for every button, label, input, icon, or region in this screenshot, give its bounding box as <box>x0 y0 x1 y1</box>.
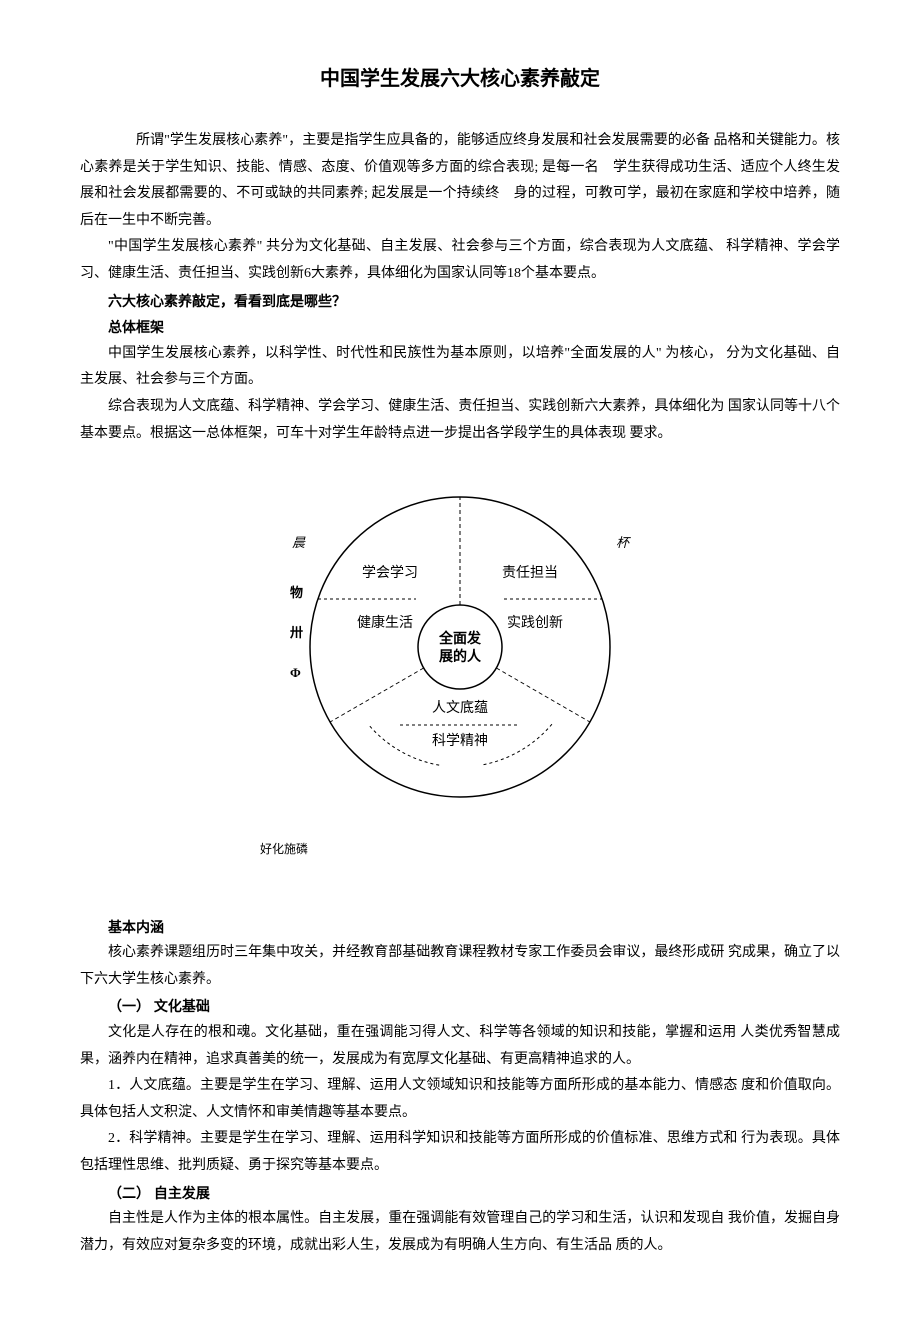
paragraph-s2-1: 自主性是人作为主体的根本属性。自主发展，重在强调能有效管理自己的学习和生活，认识… <box>80 1206 840 1259</box>
heading-framework: 总体框架 <box>80 314 840 341</box>
svg-text:健康生活: 健康生活 <box>357 614 413 631</box>
svg-text:Φ: Φ <box>290 665 301 680</box>
svg-text:杯: 杯 <box>616 535 631 550</box>
svg-text:实践创新: 实践创新 <box>507 615 563 631</box>
heading-section-2: （二） 自主发展 <box>80 1180 840 1207</box>
paragraph-s1-3: 2．科学精神。主要是学生在学习、理解、运用科学知识和技能等方面所形成的价值标准、… <box>80 1126 840 1179</box>
svg-text:责任担当: 责任担当 <box>502 565 558 581</box>
paragraph-connotation: 核心素养课题组历时三年集中攻关，并经教育部基础教育课程教材专家工作委员会审议，最… <box>80 940 840 993</box>
svg-text:物: 物 <box>290 585 303 600</box>
paragraph-framework-1: 中国学生发展核心素养，以科学性、时代性和民族性为基本原则，以培养"全面发展的人"… <box>80 341 840 394</box>
svg-text:科学精神: 科学精神 <box>432 733 488 749</box>
svg-text:全面发: 全面发 <box>438 630 482 647</box>
svg-text:卅: 卅 <box>290 625 303 640</box>
core-competency-diagram: 全面发展的人 学会学习 责任担当健康生活 实践创新人文底蕴科学精神 晨 杯物卅 Φ <box>80 477 840 828</box>
svg-text:晨: 晨 <box>292 535 306 550</box>
svg-text:人文底蕴: 人文底蕴 <box>432 700 488 716</box>
diagram-caption: 好化施磷 <box>260 838 840 861</box>
paragraph-s1-1: 文化是人存在的根和魂。文化基础，重在强调能习得人文、科学等各领域的知识和技能，掌… <box>80 1020 840 1073</box>
page-title: 中国学生发展六大核心素养敲定 <box>80 60 840 98</box>
heading-section-1: （一） 文化基础 <box>80 993 840 1020</box>
paragraph-framework-2: 综合表现为人文底蕴、科学精神、学会学习、健康生活、责任担当、实践创新六大素养，具… <box>80 394 840 447</box>
paragraph-intro-1: 所谓"学生发展核心素养"，主要是指学生应具备的，能够适应终身发展和社会发展需要的… <box>80 128 840 234</box>
paragraph-intro-2: "中国学生发展核心素养" 共分为文化基础、自主发展、社会参与三个方面，综合表现为… <box>80 234 840 287</box>
svg-text:展的人: 展的人 <box>439 648 482 665</box>
heading-six: 六大核心素养敲定，看看到底是哪些？ <box>80 288 840 315</box>
paragraph-s1-2: 1．人文底蕴。主要是学生在学习、理解、运用人文领域知识和技能等方面所形成的基本能… <box>80 1073 840 1126</box>
heading-connotation: 基本内涵 <box>80 914 840 941</box>
svg-text:学会学习: 学会学习 <box>362 565 418 581</box>
